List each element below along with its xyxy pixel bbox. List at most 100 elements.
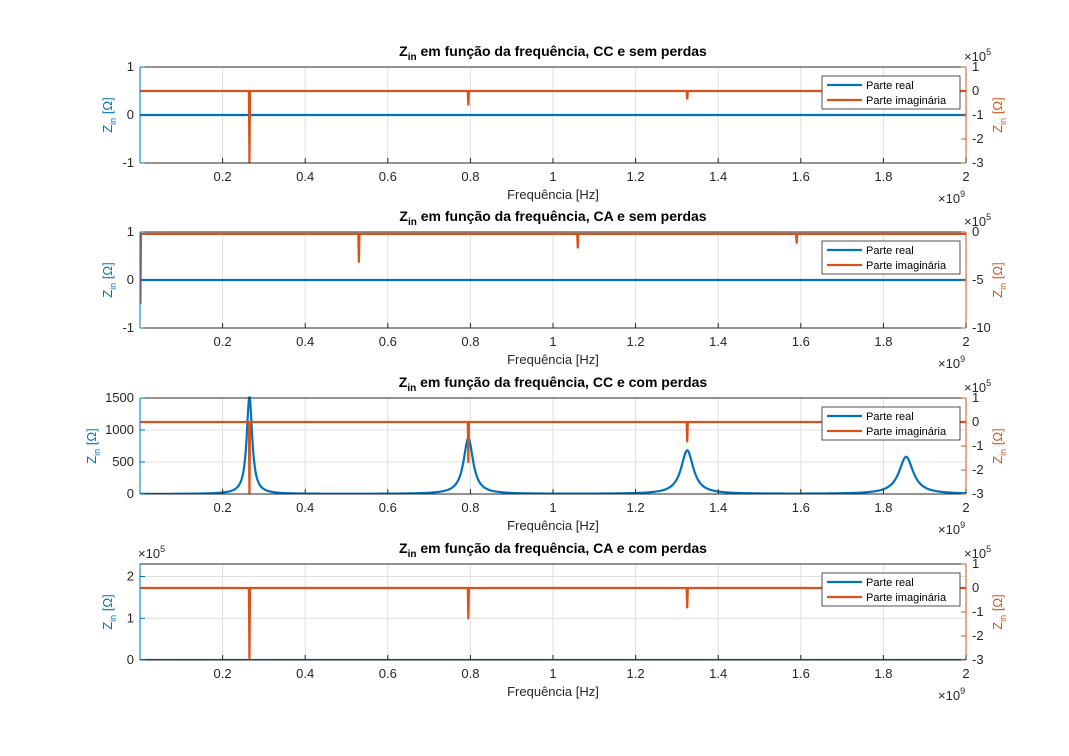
x-tick-label: 0.4 (296, 334, 314, 349)
legend-entry-real: Parte real (866, 80, 914, 92)
y-left-exponent-label: ×105 (138, 544, 165, 561)
y-right-tick-label: -1 (972, 604, 984, 619)
y-right-tick-label: -2 (972, 462, 984, 477)
legend: Parte real Parte imaginária (821, 75, 961, 110)
subplot-title: Zin em função da frequência, CC e com pe… (399, 374, 708, 394)
subplot-2: 0.2 0.4 0.6 0.8 1 1.2 1.4 1.6 1.8 2×109-101-10-50… (100, 208, 1008, 371)
y-left-tick-label: 1 (127, 59, 134, 74)
x-tick-label: 1 (549, 666, 556, 681)
y-left-tick-label: 500 (112, 454, 134, 469)
y-right-tick-label: 0 (972, 224, 979, 239)
y-right-tick-label: 1 (972, 59, 979, 74)
y-left-tick-label: 2 (127, 569, 134, 584)
x-tick-label: 1.2 (627, 169, 645, 184)
y-right-axis-label: Zin [Ω] (990, 262, 1008, 298)
series-line-imag (140, 420, 966, 494)
y-right-tick-label: -3 (972, 652, 984, 667)
x-exponent-label: ×109 (938, 354, 965, 371)
legend-box (821, 572, 961, 607)
y-left-tick-label: 1 (127, 610, 134, 625)
y-right-tick-label: 0 (972, 414, 979, 429)
x-tick-label: 0.4 (296, 500, 314, 515)
x-tick-label: 1.4 (709, 666, 727, 681)
y-left-axis-label: Zin [Ω] (84, 428, 102, 464)
x-axis-label: Frequência [Hz] (507, 352, 599, 367)
subplot-4: 0.2 0.4 0.6 0.8 1 1.2 1.4 1.6 1.8 2 ×109 0 1 2 ×105 -3 -… (100, 540, 1008, 703)
x-tick-label: 0.4 (296, 666, 314, 681)
x-tick-label: 0.8 (461, 500, 479, 515)
legend-entry-imag: Parte imaginária (866, 260, 947, 272)
x-tick-label: 1.8 (874, 500, 892, 515)
y-left-axis-label: Zin [Ω] (100, 97, 118, 133)
series-line-imag (140, 89, 966, 163)
y-left-tick-label: -1 (122, 320, 134, 335)
x-axis-label: Frequência [Hz] (507, 187, 599, 202)
subplot-title: Zin em função da frequência, CC e sem pe… (399, 43, 707, 63)
x-tick-label: 1.2 (627, 666, 645, 681)
legend-box (821, 75, 961, 110)
x-tick-label: 1.4 (709, 334, 727, 349)
y-right-tick-label: 1 (972, 556, 979, 571)
y-right-axis-label: Zin [Ω] (990, 97, 1008, 133)
y-right-axis-label: Zin [Ω] (990, 428, 1008, 464)
x-tick-label: 0.2 (214, 334, 232, 349)
x-exponent-label: ×109 (938, 686, 965, 703)
subplot-3: 0.2 0.4 0.6 0.8 1 1.2 1.4 1.6 1.8 2 ×109 0 500 1000 15… (84, 374, 1008, 537)
x-tick-label: 1.8 (874, 334, 892, 349)
x-tick-label: 1.8 (874, 169, 892, 184)
x-tick-label: 2 (962, 500, 969, 515)
y-right-tick-label: 0 (972, 580, 979, 595)
y-left-tick-label: 1 (127, 224, 134, 239)
y-left-tick-label: 1500 (105, 390, 134, 405)
x-tick-label: 1.4 (709, 169, 727, 184)
y-right-tick-label: 0 (972, 83, 979, 98)
x-tick-label: 0.6 (379, 169, 397, 184)
x-tick-label: 0.8 (461, 666, 479, 681)
x-tick-label: 1.6 (792, 500, 810, 515)
y-right-tick-label: -2 (972, 131, 984, 146)
x-tick-label: 1.2 (627, 334, 645, 349)
x-exponent-label: ×109 (938, 189, 965, 206)
x-axis-label: Frequência [Hz] (507, 684, 599, 699)
legend: Parte real Parte imaginária (821, 406, 961, 441)
x-tick-label: 0.6 (379, 666, 397, 681)
y-right-tick-label: 1 (972, 390, 979, 405)
x-axis-label: Frequência [Hz] (507, 518, 599, 533)
y-right-exponent-label: ×105 (964, 47, 991, 64)
y-left-tick-label: 0 (127, 486, 134, 501)
x-tick-label: 0.2 (214, 169, 232, 184)
x-tick-label: 0.6 (379, 500, 397, 515)
x-tick-label: 2 (962, 666, 969, 681)
x-tick-label: 1.2 (627, 500, 645, 515)
x-tick-label: 1 (549, 500, 556, 515)
legend-box (821, 406, 961, 441)
y-left-axis-label: Zin [Ω] (100, 262, 118, 298)
x-tick-label: 1.8 (874, 666, 892, 681)
y-left-tick-label: 0 (127, 652, 134, 667)
legend-entry-imag: Parte imaginária (866, 426, 947, 438)
x-tick-label: 0.2 (214, 500, 232, 515)
x-tick-label: 1.4 (709, 500, 727, 515)
x-tick-label: 2 (962, 334, 969, 349)
legend-entry-real: Parte real (866, 411, 914, 423)
x-tick-label: 0.6 (379, 334, 397, 349)
x-tick-label: 0.8 (461, 334, 479, 349)
y-left-axis-label: Zin [Ω] (100, 594, 118, 630)
legend-box (821, 240, 961, 275)
legend: Parte real Parte imaginária (821, 572, 961, 607)
x-tick-label: 1 (549, 334, 556, 349)
x-tick-label: 2 (962, 169, 969, 184)
y-right-tick-label: -1 (972, 438, 984, 453)
y-right-tick-label: -2 (972, 628, 984, 643)
x-tick-label: 0.2 (214, 666, 232, 681)
subplot-title: Zin em função da frequência, CA e sem pe… (399, 208, 706, 228)
y-left-tick-label: 1000 (105, 422, 134, 437)
y-right-tick-label: -10 (972, 320, 991, 335)
legend-entry-imag: Parte imaginária (866, 95, 947, 107)
y-left-tick-label: 0 (127, 107, 134, 122)
x-tick-label: 1.6 (792, 666, 810, 681)
legend-entry-real: Parte real (866, 245, 914, 257)
legend-entry-imag: Parte imaginária (866, 592, 947, 604)
legend: Parte real Parte imaginária (821, 240, 961, 275)
series-line-imag (140, 232, 966, 305)
